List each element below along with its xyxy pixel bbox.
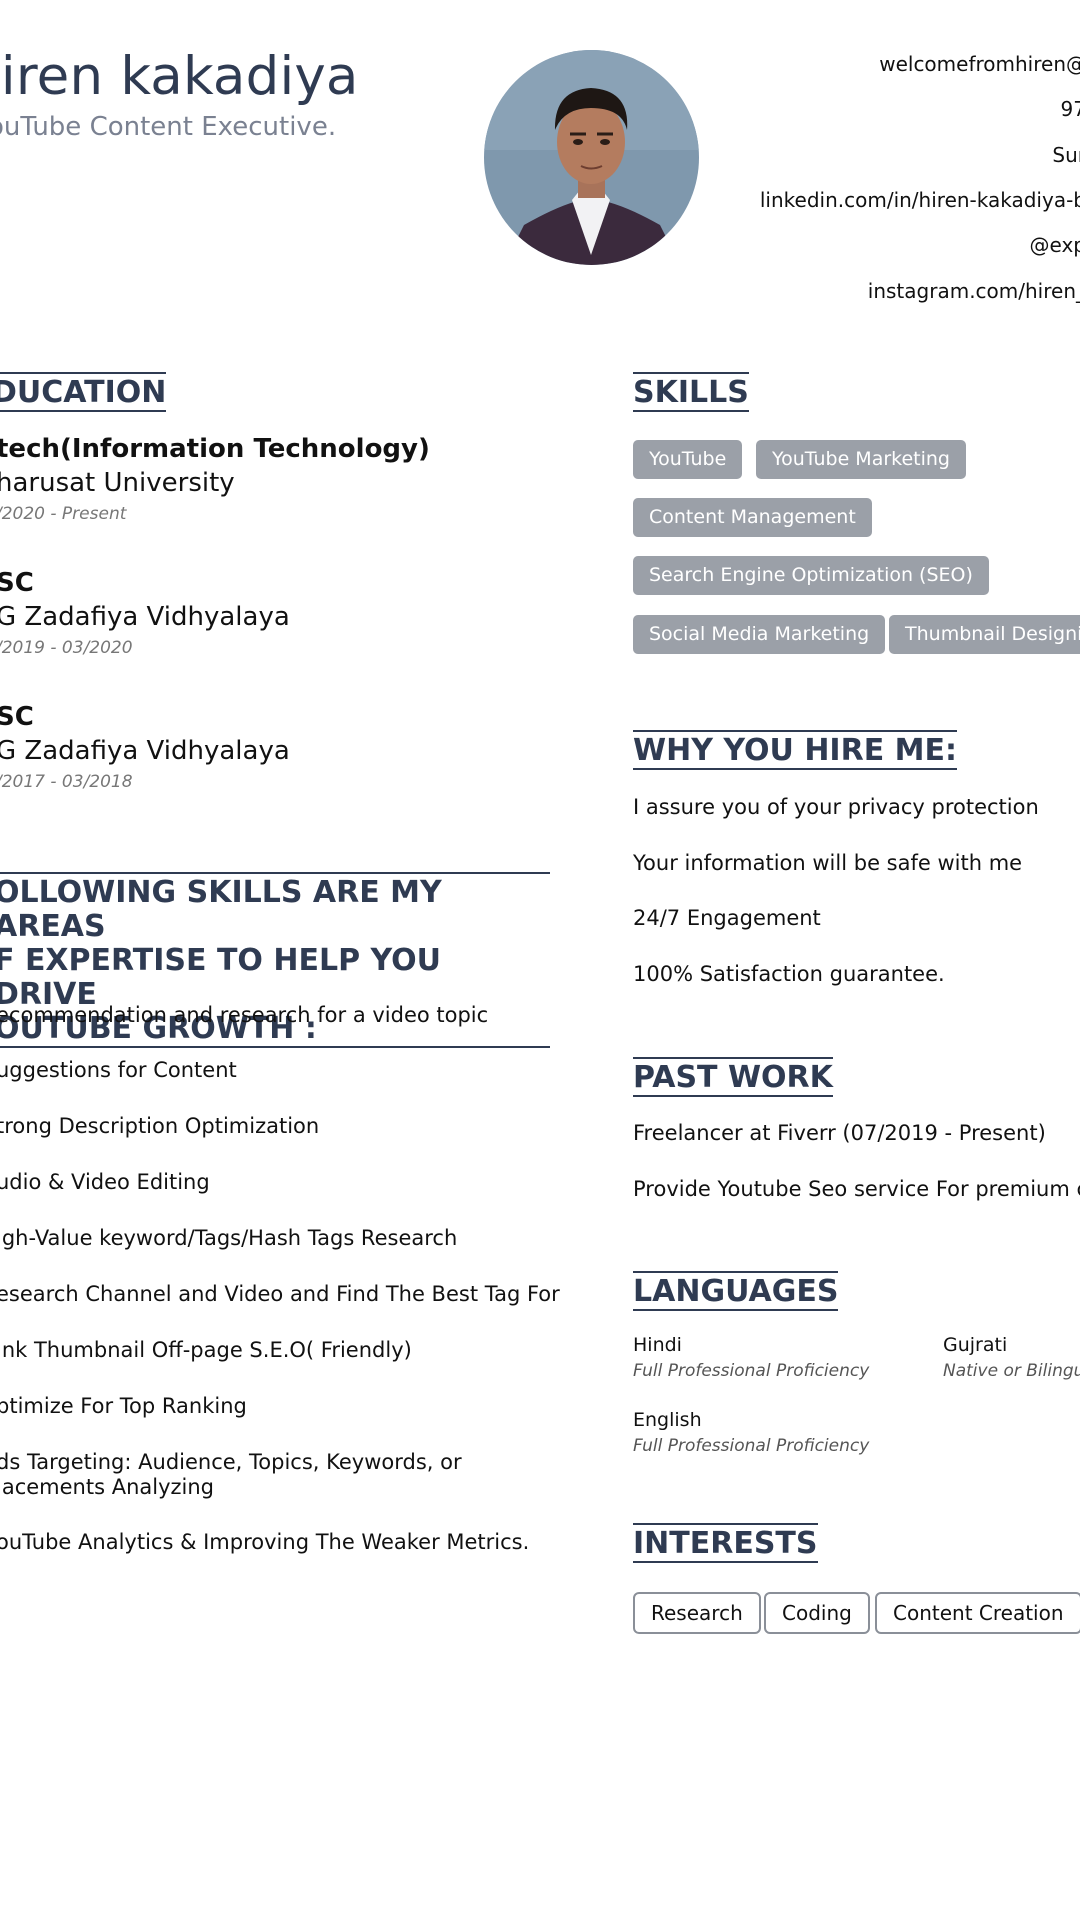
language-level: Full Professional Proficiency [633, 1436, 870, 1456]
expertise-heading-line: OLLOWING SKILLS ARE MY AREAS [0, 875, 442, 944]
skill-tag: Content Management [633, 498, 872, 537]
skills-heading: SKILLS [633, 372, 749, 412]
contact-instagram[interactable]: instagram.com/hiren_ [867, 279, 1080, 303]
interest-tag: Research [633, 1592, 761, 1634]
education-school: harusat University [0, 468, 235, 498]
expertise-item: lacements Analyzing [0, 1475, 215, 1499]
language-level: Full Professional Proficiency [633, 1361, 870, 1381]
language-name: English [633, 1409, 702, 1431]
past-work-item: Freelancer at Fiverr (07/2019 - Present) [633, 1121, 1046, 1145]
language-name: Gujrati [943, 1334, 1008, 1356]
expertise-heading: OLLOWING SKILLS ARE MY AREAS F EXPERTISE… [0, 872, 550, 1048]
expertise-item: uggestions for Content [0, 1058, 237, 1082]
expertise-item: igh-Value keyword/Tags/Hash Tags Researc… [0, 1226, 458, 1250]
skill-tag: YouTube [633, 440, 743, 479]
past-work-heading: PAST WORK [633, 1057, 833, 1097]
why-hire-item: I assure you of your privacy protection [633, 795, 1039, 819]
skill-tag: Social Media Marketing [633, 615, 886, 654]
expertise-item: ecommendation and research for a video t… [0, 1003, 489, 1027]
profile-photo [484, 50, 699, 265]
contact-location: Sur [1052, 143, 1080, 167]
why-hire-item: 24/7 Engagement [633, 906, 821, 930]
education-heading: DUCATION [0, 372, 167, 412]
skill-tag: YouTube Marketing [756, 440, 966, 479]
education-degree: tech(Information Technology) [0, 434, 430, 464]
education-degree: SC [0, 568, 34, 598]
expertise-item: ink Thumbnail Off-page S.E.O( Friendly) [0, 1338, 412, 1362]
expertise-item: ds Targeting: Audience, Topics, Keywords… [0, 1450, 462, 1474]
expertise-item: trong Description Optimization [0, 1114, 320, 1138]
interest-tag: Coding [764, 1592, 870, 1634]
contact-email[interactable]: welcomefromhiren@ [879, 52, 1080, 76]
why-hire-item: Your information will be safe with me [633, 851, 1023, 875]
resume-job-title: ouTube Content Executive. [0, 112, 337, 142]
why-hire-item: 100% Satisfaction guarantee. [633, 962, 945, 986]
why-hire-heading: WHY YOU HIRE ME: [633, 730, 957, 770]
education-date: /2020 - Present [0, 504, 127, 524]
past-work-item: Provide Youtube Seo service For premium … [633, 1177, 1080, 1201]
education-degree: SC [0, 702, 34, 732]
skill-tag: Search Engine Optimization (SEO) [633, 556, 989, 595]
languages-heading: LANGUAGES [633, 1271, 839, 1311]
education-school: G Zadafiya Vidhyalaya [0, 602, 290, 632]
expertise-item: esearch Channel and Video and Find The B… [0, 1282, 560, 1306]
education-school: G Zadafiya Vidhyalaya [0, 736, 290, 766]
contact-phone[interactable]: 97 [1060, 97, 1080, 121]
interest-tag: Content Creation [875, 1592, 1080, 1634]
education-date: /2019 - 03/2020 [0, 638, 133, 658]
language-name: Hindi [633, 1334, 682, 1356]
skill-tag: Thumbnail Designin [889, 615, 1080, 654]
expertise-item: ouTube Analytics & Improving The Weaker … [0, 1530, 530, 1554]
expertise-item: udio & Video Editing [0, 1170, 210, 1194]
expertise-item: ptimize For Top Ranking [0, 1394, 247, 1418]
interests-heading: INTERESTS [633, 1523, 818, 1563]
contact-handle[interactable]: @exp [1029, 233, 1080, 257]
expertise-heading-line: OUTUBE GROWTH : [0, 1011, 317, 1046]
resume-name: liren kakadiya [0, 46, 359, 107]
language-level: Native or Bilingu [943, 1361, 1080, 1381]
contact-linkedin[interactable]: linkedin.com/in/hiren-kakadiya-b [759, 188, 1080, 212]
expertise-heading-line: F EXPERTISE TO HELP YOU DRIVE [0, 943, 442, 1012]
education-date: /2017 - 03/2018 [0, 772, 133, 792]
